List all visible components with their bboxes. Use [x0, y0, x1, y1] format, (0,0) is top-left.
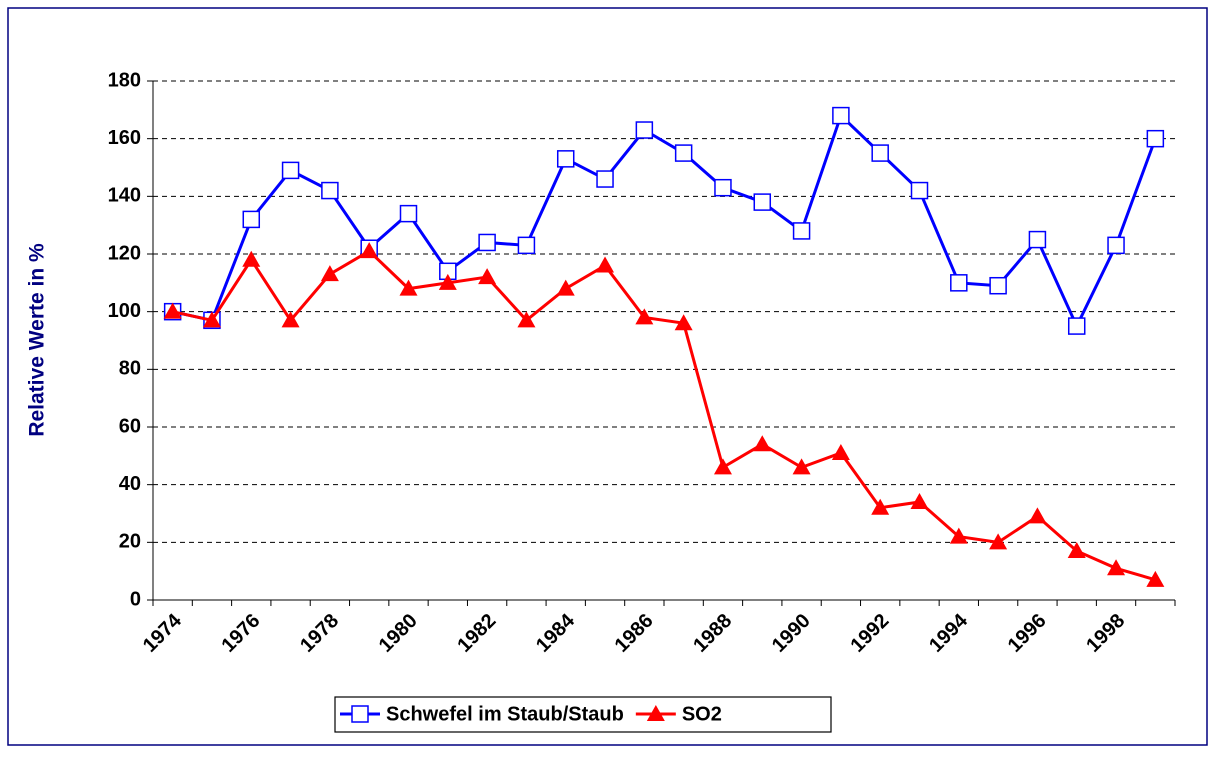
legend-marker: [646, 705, 665, 721]
data-point: [871, 144, 889, 162]
y-tick-label: 180: [108, 69, 141, 91]
data-point: [596, 256, 615, 273]
data-point: [753, 193, 772, 211]
data-point: [1107, 559, 1126, 576]
data-point: [556, 150, 575, 168]
data-point: [517, 311, 536, 328]
data-point: [1067, 541, 1086, 558]
data-point: [753, 435, 772, 452]
y-tick-label: 100: [108, 300, 141, 322]
series-line: [172, 249, 1156, 582]
data-point: [596, 170, 614, 188]
y-tick-label: 0: [130, 588, 141, 610]
data-point: [438, 273, 457, 290]
data-point: [989, 276, 1007, 295]
legend-label: SO2: [682, 703, 722, 725]
data-point: [399, 279, 418, 296]
data-point: [792, 222, 811, 240]
legend-box: [334, 696, 832, 733]
data-point: [1146, 129, 1165, 148]
y-tick-label: 160: [108, 127, 141, 149]
y-tick-label: 80: [119, 358, 141, 380]
legend-marker: [351, 705, 369, 723]
data-point: [163, 302, 182, 319]
data-point: [871, 498, 890, 515]
data-point: [950, 274, 968, 292]
y-tick-label: 40: [119, 473, 141, 495]
data-point: [242, 250, 261, 267]
chart-frame: [7, 7, 1208, 746]
data-point: [281, 311, 300, 328]
data-point: [556, 279, 575, 296]
data-point: [635, 308, 654, 325]
data-point: [1146, 570, 1165, 587]
data-point: [321, 181, 339, 200]
data-point: [832, 106, 850, 125]
data-point: [399, 204, 418, 223]
data-point: [320, 265, 339, 282]
data-point: [1028, 230, 1047, 249]
data-point: [989, 533, 1008, 550]
y-tick-label: 140: [108, 185, 141, 207]
y-tick-label: 60: [119, 415, 141, 437]
data-point: [635, 121, 654, 139]
data-point: [792, 458, 811, 475]
y-tick-label: 20: [119, 531, 141, 553]
data-point: [202, 311, 221, 328]
data-point: [831, 443, 850, 460]
data-point: [1107, 236, 1125, 255]
data-point: [478, 268, 497, 285]
data-point: [714, 178, 732, 197]
data-point: [1067, 317, 1086, 335]
data-point: [1028, 507, 1047, 524]
data-point: [910, 181, 929, 200]
data-point: [713, 458, 732, 475]
data-point: [674, 314, 693, 331]
data-point: [478, 233, 496, 252]
data-point: [949, 527, 968, 544]
data-point: [281, 161, 300, 180]
legend-label: Schwefel im Staub/Staub: [386, 703, 624, 725]
data-point: [360, 242, 379, 259]
data-point: [242, 210, 261, 229]
data-point: [517, 236, 536, 255]
y-axis-label: Relative Werte in %: [26, 243, 49, 437]
data-point: [910, 492, 929, 509]
y-tick-label: 120: [108, 242, 141, 264]
data-point: [674, 144, 693, 162]
